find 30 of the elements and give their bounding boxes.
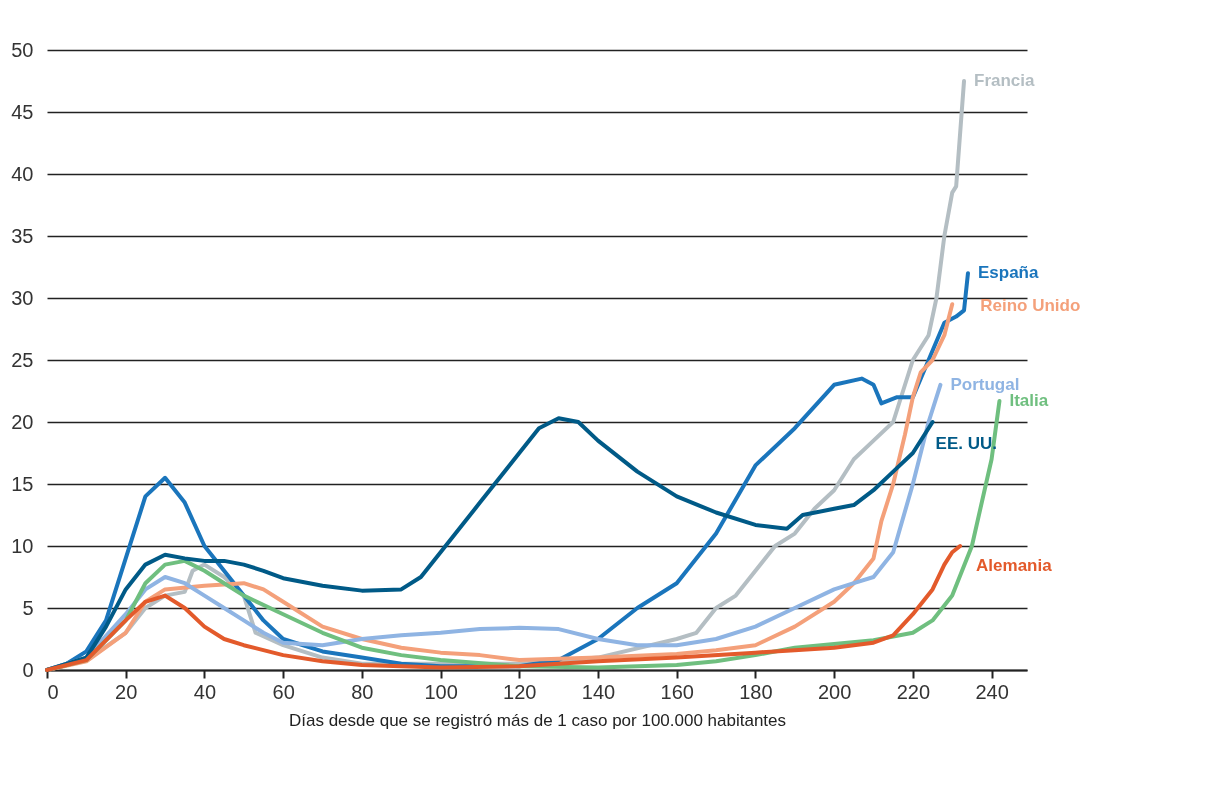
y-tick-label: 45 bbox=[11, 100, 34, 123]
x-axis-title: Días desde que se registró más de 1 caso por 100.000 habitantes bbox=[288, 710, 787, 730]
x-tick-label: 220 bbox=[896, 680, 931, 703]
x-tick-label: 40 bbox=[193, 680, 217, 703]
x-tick-label: 60 bbox=[272, 680, 295, 703]
series-label: Francia bbox=[974, 71, 1036, 90]
x-tick-label: 180 bbox=[739, 680, 773, 703]
x-tick-label: 120 bbox=[503, 680, 537, 703]
series-label: España bbox=[977, 263, 1039, 283]
series-label: Alemania bbox=[976, 556, 1053, 575]
line-series bbox=[45, 544, 963, 672]
x-tick-label: 200 bbox=[817, 680, 852, 703]
y-tick-label: 40 bbox=[11, 162, 34, 185]
x-tick-label: 80 bbox=[351, 680, 374, 703]
x-tick-label: 240 bbox=[975, 680, 1009, 703]
x-tick-label: 20 bbox=[115, 680, 138, 703]
y-tick-label: 35 bbox=[11, 224, 34, 247]
x-tick-label: 140 bbox=[581, 680, 616, 703]
y-tick-label: 0 bbox=[22, 658, 34, 681]
y-tick-label: 25 bbox=[11, 348, 34, 371]
y-tick-label: 20 bbox=[11, 410, 34, 433]
x-tick-label: 0 bbox=[47, 680, 59, 703]
y-tick-label: 5 bbox=[22, 596, 34, 619]
y-tick-label: 10 bbox=[11, 534, 34, 557]
y-tick-label: 30 bbox=[11, 286, 34, 309]
series-label: Reino Unido bbox=[980, 296, 1081, 316]
y-tick-label: 50 bbox=[11, 38, 34, 61]
y-tick-label: 15 bbox=[11, 472, 34, 495]
x-tick-label: 160 bbox=[660, 680, 694, 703]
x-tick-label: 100 bbox=[424, 680, 458, 703]
